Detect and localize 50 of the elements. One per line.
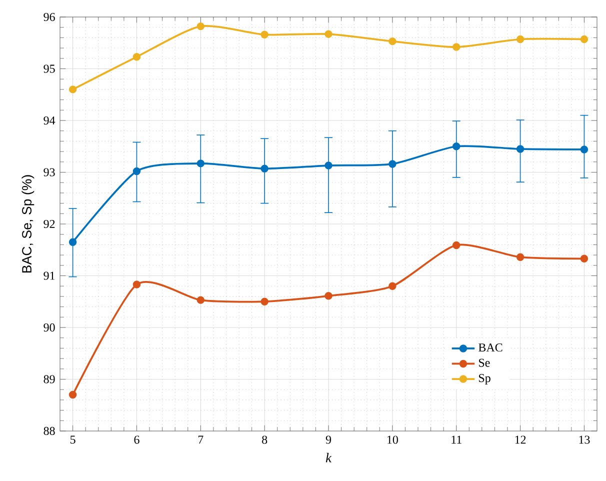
y-tick-label: 93: [44, 168, 55, 176]
point: [132, 52, 141, 61]
x-tick-label: 13: [579, 436, 590, 444]
point: [516, 35, 524, 44]
point: [324, 30, 332, 38]
y-tick-label: 94: [44, 116, 56, 125]
point: [196, 296, 205, 304]
x-tick-label: 9: [326, 436, 332, 444]
point: [68, 390, 77, 399]
x-tick-label: 8: [262, 436, 268, 444]
point: [132, 280, 141, 288]
point: [452, 142, 460, 150]
point: [388, 37, 396, 46]
x-tick-label: 12: [515, 436, 526, 444]
legend-label: Se: [479, 358, 490, 367]
legend-label: Sp: [479, 374, 490, 385]
point: [580, 254, 588, 263]
point: [324, 292, 332, 300]
point: [260, 164, 268, 172]
legend-label: BAC: [478, 343, 502, 352]
point: [260, 298, 268, 306]
x-tick-label: 7: [198, 436, 204, 444]
point: [132, 167, 141, 176]
point: [516, 145, 524, 153]
y-tick-label: 90: [44, 323, 55, 332]
y-tick-label: 89: [44, 375, 55, 384]
y-tick-label: 92: [44, 220, 55, 228]
point: [516, 253, 524, 261]
y-tick-label: 91: [44, 272, 55, 280]
point: [324, 162, 332, 170]
y-tick-label: 95: [44, 64, 55, 73]
point: [580, 146, 588, 154]
x-axis-title: k: [326, 452, 332, 462]
point: [196, 22, 205, 30]
point: [388, 282, 396, 290]
point: [388, 160, 396, 168]
y-axis-title: BAC, Se, Sp (%): [22, 175, 34, 273]
y-tick-label: 96: [44, 12, 55, 22]
x-tick-label: 5: [70, 436, 76, 444]
point: [68, 238, 77, 246]
point: [580, 35, 588, 44]
x-tick-label: 6: [134, 436, 140, 444]
point: [196, 160, 205, 168]
point: [260, 30, 268, 38]
x-tick-label: 10: [387, 436, 398, 444]
y-tick-label: 88: [44, 426, 55, 436]
point: [452, 241, 460, 250]
x-tick-label: 11: [452, 436, 462, 444]
point: [452, 43, 460, 51]
point: [68, 86, 77, 94]
